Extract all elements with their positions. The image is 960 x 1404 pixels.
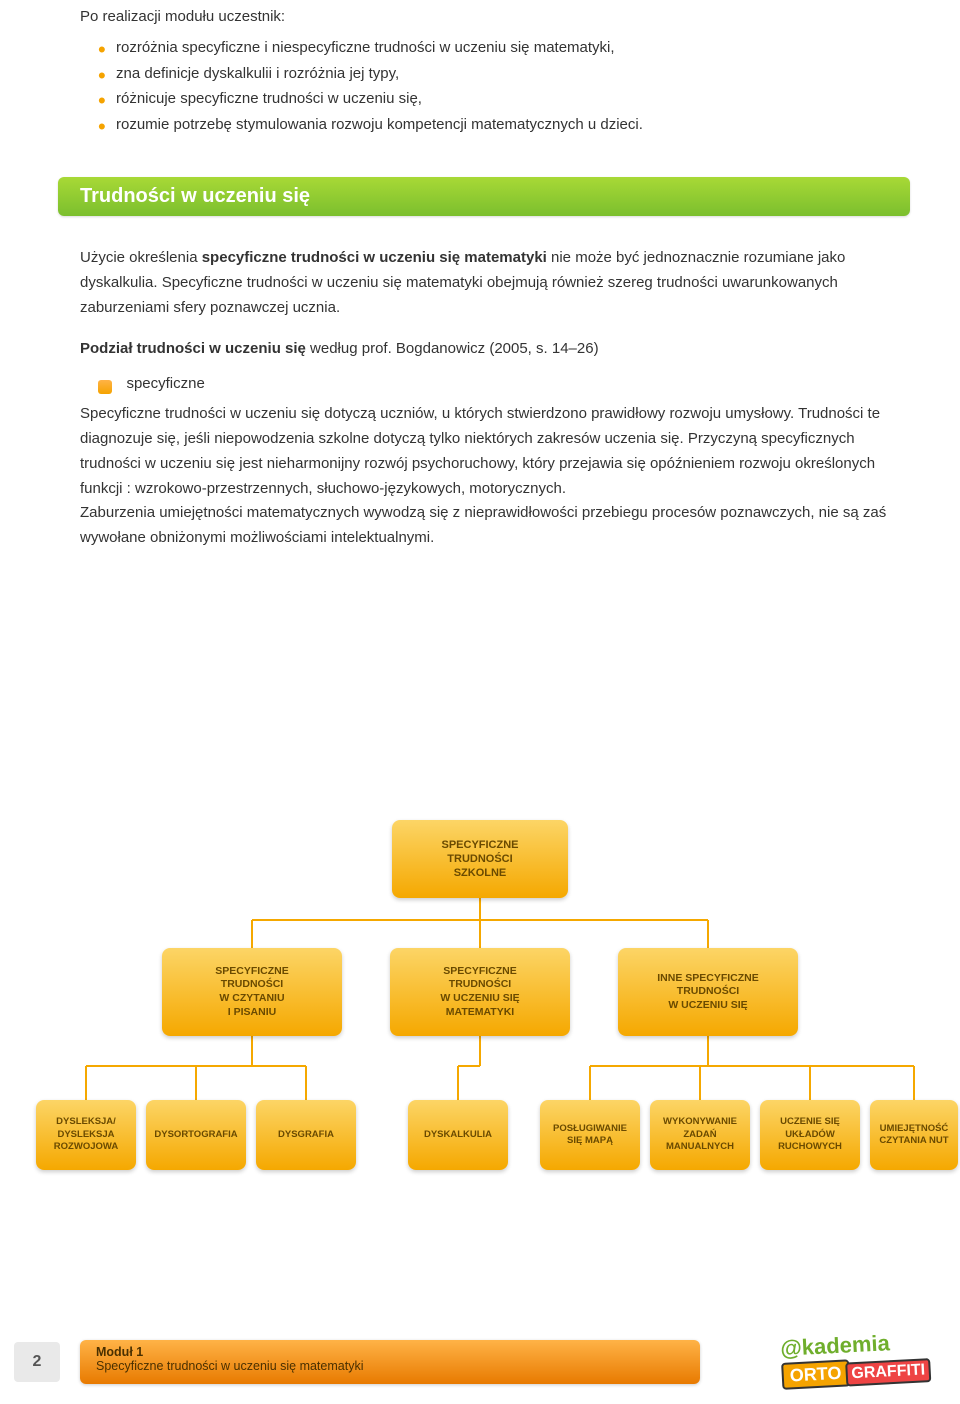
paragraph-1: Użycie określenia specyficzne trudności …: [80, 246, 895, 320]
subheading: Podział trudności w uczeniu się według p…: [80, 340, 895, 357]
square-bullet-icon: [98, 380, 112, 394]
logo-text-1: @kademia: [779, 1330, 890, 1361]
footer-bar: Moduł 1 Specyficzne trudności w uczeniu …: [80, 1340, 700, 1384]
diagram-leaf-node: DYSGRAFIA: [256, 1100, 356, 1170]
akademia-logo: @kademia ORTOGRAFFITI: [779, 1328, 931, 1390]
intro-bullet-list: rozróżnia specyficzne i niespecyficzne t…: [98, 35, 895, 137]
page-number: 2: [14, 1342, 60, 1382]
intro-bullet: zna definicje dyskalkulii i rozróżnia je…: [98, 61, 895, 87]
diagram-root-node: SPECYFICZNETRUDNOŚCISZKOLNE: [392, 820, 568, 898]
footer-line2: Specyficzne trudności w uczeniu się mate…: [96, 1359, 684, 1373]
diagram-mid-node: SPECYFICZNETRUDNOŚCIW CZYTANIUI PISANIU: [162, 948, 342, 1036]
para1-bold: specyficzne trudności w uczeniu się mate…: [202, 249, 547, 266]
intro-bullet: rozróżnia specyficzne i niespecyficzne t…: [98, 35, 895, 61]
diagram-leaf-node: DYSORTOGRAFIA: [146, 1100, 246, 1170]
diagram-leaf-node: DYSKALKULIA: [408, 1100, 508, 1170]
intro-bullet: różnicuje specyficzne trudności w uczeni…: [98, 86, 895, 112]
hierarchy-diagram: SPECYFICZNETRUDNOŚCISZKOLNE SPECYFICZNET…: [0, 820, 960, 1200]
diagram-leaf-node: POSŁUGIWANIESIĘ MAPĄ: [540, 1100, 640, 1170]
footer-line1: Moduł 1: [96, 1345, 684, 1359]
diagram-leaf-node: DYSLEKSJA/DYSLEKSJAROZWOJOWA: [36, 1100, 136, 1170]
subhead-bold: Podział trudności w uczeniu się: [80, 340, 306, 357]
paragraph-3: Zaburzenia umiejętności matematycznych w…: [80, 501, 895, 551]
para1-part1: Użycie określenia: [80, 249, 202, 266]
diagram-mid-node: INNE SPECYFICZNETRUDNOŚCIW UCZENIU SIĘ: [618, 948, 798, 1036]
section-header: Trudności w uczeniu się: [58, 177, 910, 216]
diagram-leaf-node: WYKONYWANIEZADAŃMANUALNYCH: [650, 1100, 750, 1170]
spec-label: specyficzne: [126, 375, 204, 392]
diagram-leaf-node: UMIEJĘTNOŚĆCZYTANIA NUT: [870, 1100, 958, 1170]
subhead-rest: według prof. Bogdanowicz (2005, s. 14–26…: [306, 340, 599, 357]
paragraph-2: Specyficzne trudności w uczeniu się doty…: [80, 402, 895, 501]
logo-text-2: ORTO: [781, 1359, 850, 1390]
diagram-leaf-node: UCZENIE SIĘUKŁADÓWRUCHOWYCH: [760, 1100, 860, 1170]
logo-text-3: GRAFFITI: [844, 1358, 931, 1386]
intro-heading: Po realizacji modułu uczestnik:: [80, 8, 895, 25]
page-footer: 2 Moduł 1 Specyficzne trudności w uczeni…: [0, 1328, 960, 1384]
spec-bullet-row: specyficzne: [80, 375, 895, 398]
intro-bullet: rozumie potrzebę stymulowania rozwoju ko…: [98, 112, 895, 138]
diagram-mid-node: SPECYFICZNETRUDNOŚCIW UCZENIU SIĘMATEMAT…: [390, 948, 570, 1036]
